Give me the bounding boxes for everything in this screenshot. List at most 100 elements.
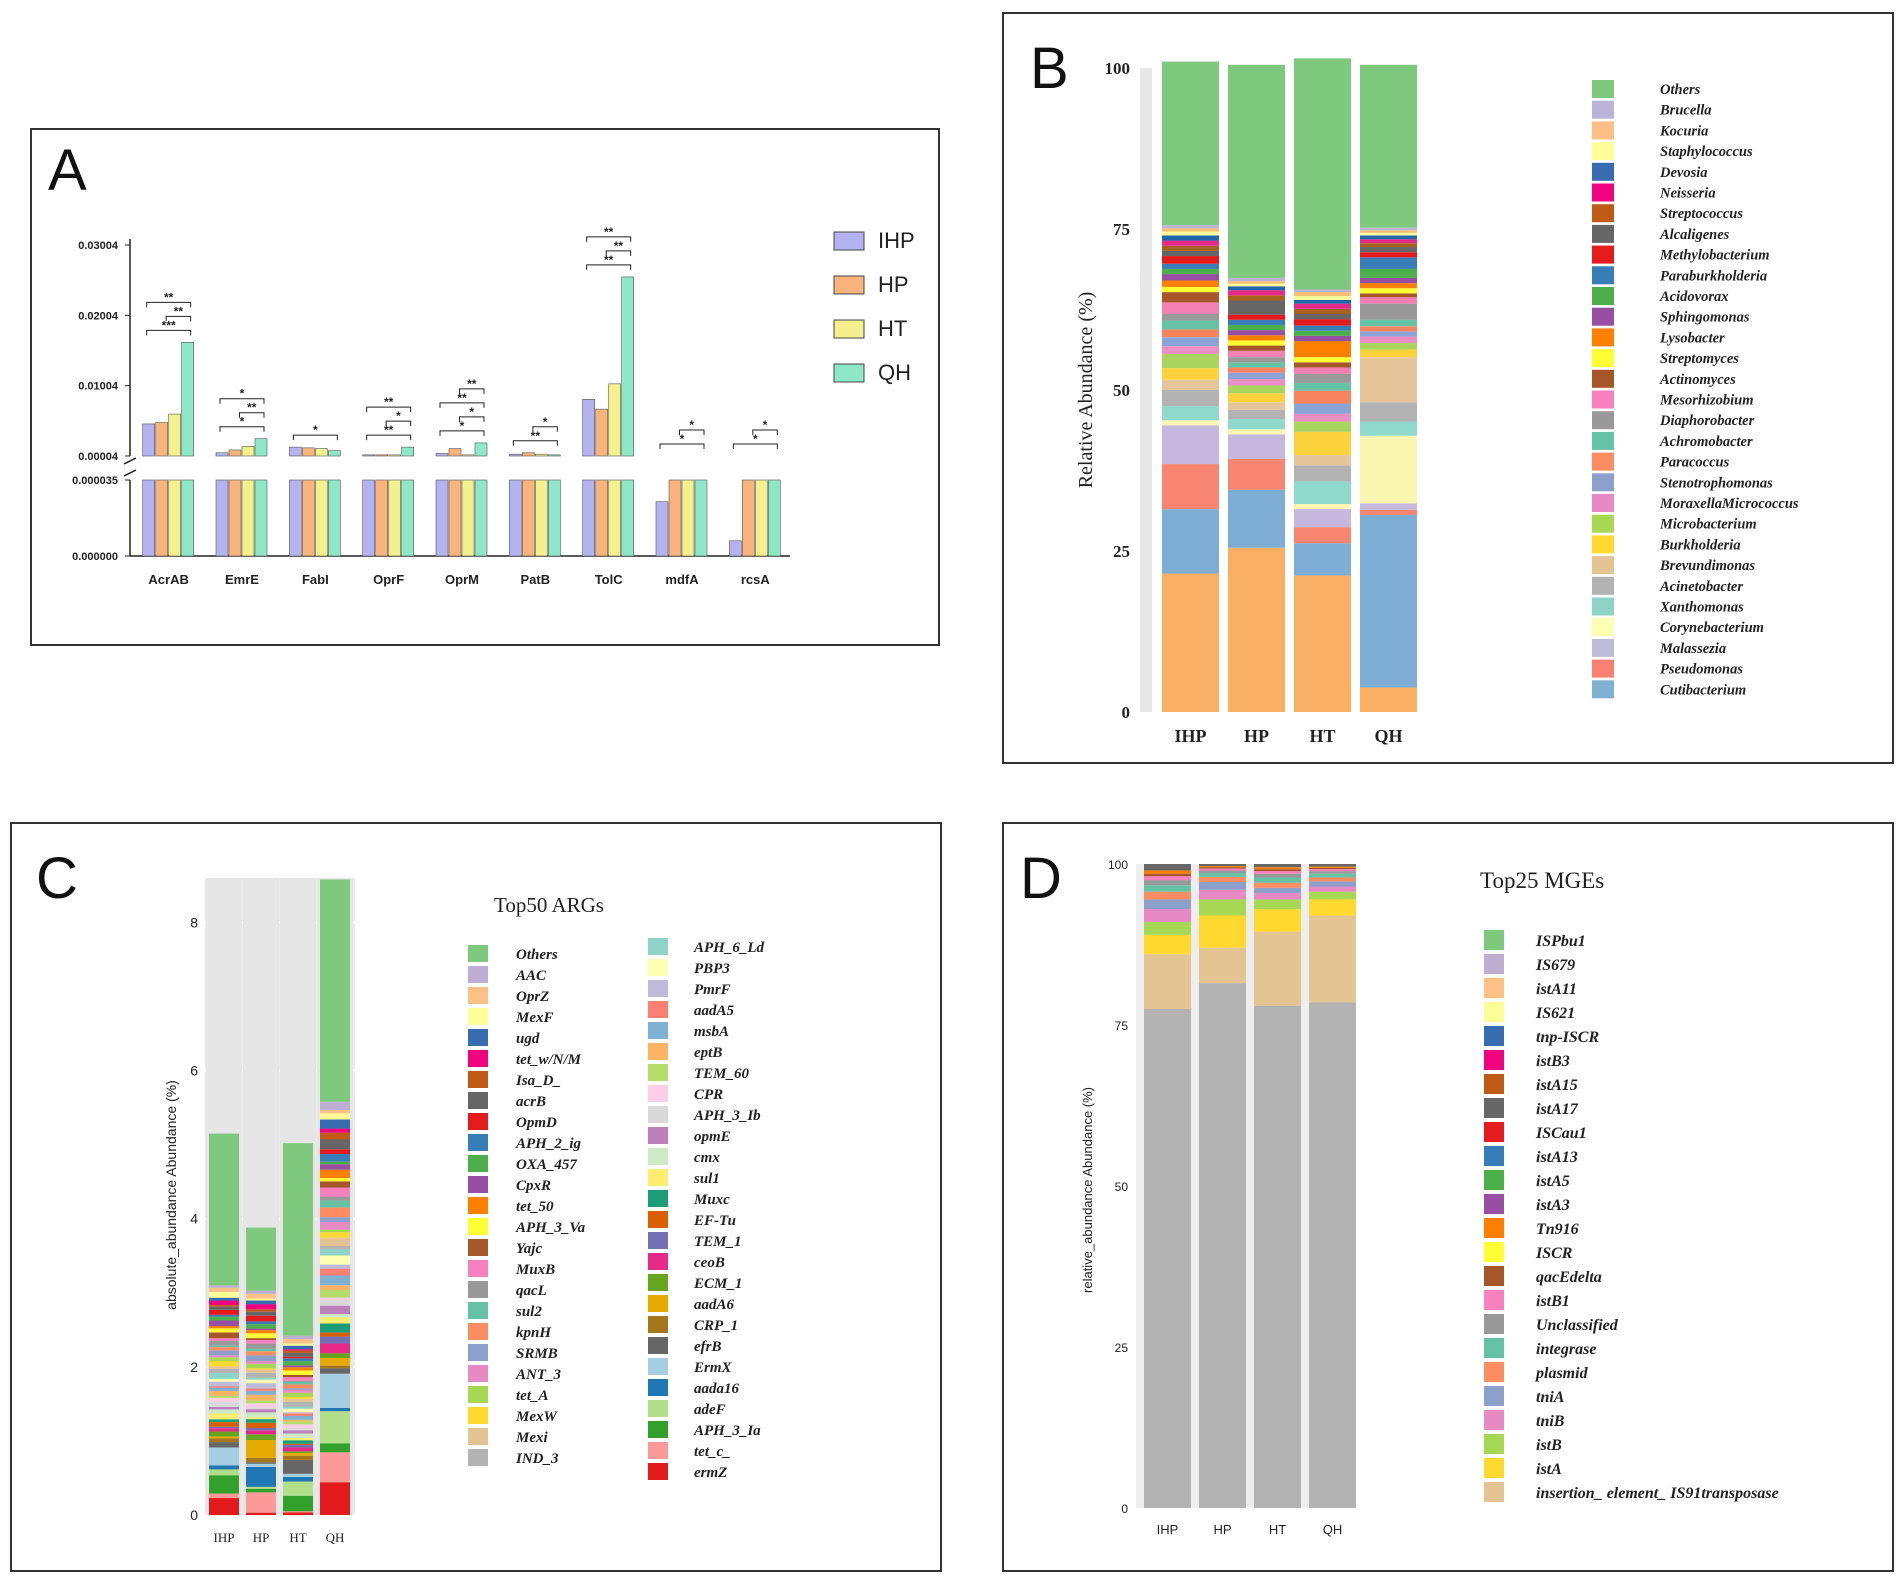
segment-hp-burkholderia <box>1228 402 1285 410</box>
legend-label-actinomyces: Actinomyces <box>1659 372 1736 388</box>
y-tick-label: 8 <box>190 914 198 930</box>
legend-label-cutibacterium: Cutibacterium <box>1660 682 1746 698</box>
segment-ihp-istb <box>1144 934 1191 955</box>
segment-ihp <box>209 1406 239 1410</box>
significance-bracket <box>459 388 485 394</box>
legend-label-tem-1: TEM_1 <box>694 1234 742 1250</box>
x-tick-label: OprF <box>373 572 404 587</box>
segment-ihp-istb1 <box>1144 880 1191 886</box>
segment-ihp <box>209 1328 239 1333</box>
legend-label-aac: AAC <box>515 968 547 984</box>
legend-label-burkholderia: Burkholderia <box>1659 537 1741 553</box>
significance-label: ** <box>614 239 624 253</box>
segment-qh-xanthomonas <box>1360 435 1417 504</box>
segment-ihp-lysobacter <box>1162 286 1219 293</box>
segment-ht-paraburkholderia <box>1294 330 1351 336</box>
segment-qh <box>320 1268 350 1276</box>
segment-ihp <box>209 1442 239 1448</box>
legend-label-pbp3: PBP3 <box>694 961 730 977</box>
legend-label-acrb: acrB <box>516 1094 546 1110</box>
legend-label-eptb: eptB <box>694 1045 722 1061</box>
legend-label-tet-50: tet_50 <box>516 1199 554 1215</box>
segment-ht <box>283 1358 313 1362</box>
x-tick-label: HT <box>289 1530 306 1545</box>
segment-qh <box>320 1119 350 1129</box>
segment-ihp <box>209 1341 239 1346</box>
segment-hp-devosia <box>1228 290 1285 296</box>
segment-ihp-cutibacterium <box>1162 573 1219 712</box>
y-tick-label: 100 <box>1105 59 1131 78</box>
segment-hp-actinomyces <box>1228 350 1285 358</box>
bar-patb-ihp-upper <box>509 453 522 457</box>
segment-ihp <box>209 1291 239 1298</box>
segment-qh-methylobacterium <box>1360 257 1417 269</box>
legend-swatch-ant-3 <box>468 1365 488 1382</box>
legend-swatch-paracoccus <box>1592 452 1614 471</box>
segment-ihp-streptomyces <box>1162 292 1219 303</box>
bar-oprf-qh-upper <box>401 446 414 457</box>
y-axis-title: Relative Abundance (%) <box>1075 292 1097 489</box>
legend-label-unclassified: Unclassified <box>1536 1317 1619 1334</box>
segment-qh <box>320 1222 350 1230</box>
chart-title: Top25 MGEs <box>1480 868 1604 893</box>
legend-swatch-mexw <box>468 1407 488 1424</box>
x-tick-label: rcsA <box>741 572 771 587</box>
legend-swatch-aac <box>468 966 488 983</box>
segment-ht-lysobacter <box>1294 357 1351 363</box>
legend-label-iscr: ISCR <box>1535 1245 1573 1262</box>
segment-hp-iscr <box>1199 867 1246 869</box>
y-tick-label: 25 <box>1113 542 1130 561</box>
segment-hp <box>246 1311 276 1316</box>
segment-ht-ista <box>1254 931 1301 1006</box>
x-tick-label: HP <box>1244 726 1269 746</box>
significance-label: * <box>689 418 694 432</box>
segment-qh <box>320 1275 350 1286</box>
y-tick-label: 0 <box>1122 703 1131 722</box>
bar-emre-hp-lower <box>228 479 242 557</box>
significance-bracket <box>219 426 265 432</box>
segment-ihp-neisseria <box>1162 245 1219 251</box>
legend-swatch-adef <box>648 1400 668 1417</box>
segment-hp-ista <box>1199 947 1246 984</box>
legend-label-mexf: MexF <box>515 1010 554 1026</box>
segment-ihp-mesorhizobium <box>1162 314 1219 321</box>
segment-qh <box>320 1336 350 1344</box>
segment-qh <box>320 1305 350 1315</box>
bar-oprm-ihp-upper <box>435 453 449 457</box>
segment-qh <box>320 1343 350 1354</box>
segment-hp <box>246 1300 276 1305</box>
segment-hp-acidovorax <box>1228 330 1285 336</box>
segment-ihp-stenotrophomonas <box>1162 346 1219 354</box>
segment-qh <box>320 1353 350 1359</box>
segment-qh-mesorhizobium <box>1360 303 1417 320</box>
y-tick-label: 0.00004 <box>78 451 119 463</box>
segment-qh <box>320 1358 350 1366</box>
significance-label: * <box>680 432 685 446</box>
legend-label-cpr: CPR <box>694 1087 723 1103</box>
segment-ht <box>283 1389 313 1393</box>
segment-qh <box>320 1187 350 1197</box>
legend-label-brucella: Brucella <box>1659 103 1712 119</box>
y-tick-label: 50 <box>1115 1180 1129 1194</box>
segment-qh-integrase <box>1309 877 1356 882</box>
segment-hp <box>246 1434 276 1441</box>
segment-qh-tnia <box>1309 886 1356 892</box>
segment-ht-stenotrophomonas <box>1294 413 1351 422</box>
segment-ihp-streptococcus <box>1162 250 1219 257</box>
x-tick-label: AcrAB <box>148 572 188 587</box>
legend-swatch-tet-a <box>468 1386 488 1403</box>
bar-emre-ihp-lower <box>215 479 229 557</box>
legend-label-others: Others <box>516 947 558 963</box>
segment-hp-neisseria <box>1228 295 1285 301</box>
legend-label-acidovorax: Acidovorax <box>1659 289 1728 305</box>
bar-acrab-ihp-upper <box>142 423 155 457</box>
bar-patb-ihp-lower <box>509 479 522 557</box>
x-tick-label: IHP <box>1174 726 1206 746</box>
segment-hp <box>246 1298 276 1301</box>
segment-ihp-unclassified <box>1144 885 1191 892</box>
legend-label-insertion-element-is91transposase: insertion_ element_ IS91transposase <box>1536 1485 1779 1502</box>
segment-ht-streptococcus <box>1294 314 1351 320</box>
legend-label-efrb: efrB <box>694 1339 722 1355</box>
segment-hp <box>246 1388 276 1391</box>
segment-hp-streptococcus <box>1228 300 1285 315</box>
